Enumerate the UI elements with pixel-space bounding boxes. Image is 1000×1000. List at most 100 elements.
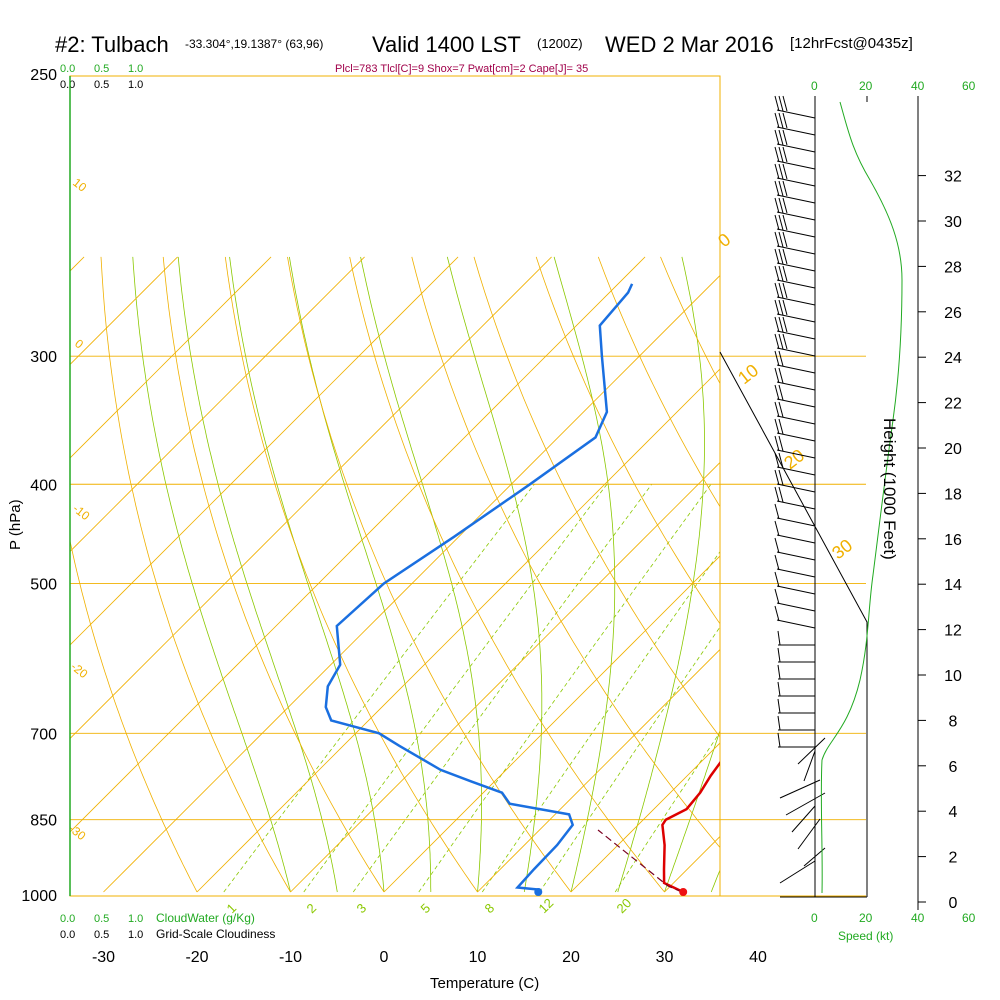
isotherm-line bbox=[477, 648, 720, 893]
temperature-tick-label: 10 bbox=[469, 949, 487, 966]
speed-unit-label: Speed (kt) bbox=[838, 929, 893, 943]
isotherm-line bbox=[103, 274, 720, 893]
wind-barb bbox=[774, 503, 816, 527]
dry-adiabat-line bbox=[473, 256, 720, 738]
wind-speed-panel bbox=[719, 95, 868, 898]
mixing-ratio-label: 2 bbox=[304, 900, 320, 916]
mixing-ratio-line bbox=[303, 484, 608, 893]
isotherm-line bbox=[70, 256, 646, 833]
wind-barb bbox=[777, 698, 815, 714]
cloud-bottom-green-2: 1.0 bbox=[128, 913, 143, 925]
isotherm-label: 0 bbox=[72, 336, 86, 351]
wind-barb bbox=[774, 520, 816, 544]
mixing-ratio-label: 12 bbox=[536, 895, 557, 916]
wind-barb bbox=[774, 316, 816, 340]
height-tick-label: 2 bbox=[949, 850, 958, 867]
wind-barb bbox=[797, 818, 821, 850]
speed-top-0: 0 bbox=[811, 79, 818, 93]
zulu-time: (1200Z) bbox=[537, 36, 583, 51]
moist-adiabat-line bbox=[617, 256, 705, 893]
cloud-top-black-2: 1.0 bbox=[128, 79, 143, 91]
isotherm-label: 10 bbox=[734, 360, 762, 388]
dry-adiabat-line bbox=[70, 538, 198, 893]
wind-barb bbox=[774, 231, 816, 255]
wind-barb bbox=[774, 418, 816, 442]
wind-barb bbox=[774, 282, 816, 306]
height-tick-label: 26 bbox=[944, 305, 962, 322]
wind-barb bbox=[774, 163, 816, 187]
wind-barb bbox=[774, 146, 816, 170]
wind-barb bbox=[774, 248, 816, 272]
moist-adiabat-line bbox=[664, 729, 720, 893]
cloud-top-green-1: 0.5 bbox=[94, 63, 109, 75]
height-tick-label: 8 bbox=[949, 713, 958, 730]
wind-barb bbox=[777, 664, 815, 680]
temperature-line bbox=[661, 760, 720, 894]
speed-top-40: 40 bbox=[911, 79, 925, 93]
cloud-top-green-0: 0.0 bbox=[60, 63, 75, 75]
speed-bottom-0: 0 bbox=[811, 911, 818, 925]
wind-barb bbox=[774, 571, 816, 595]
dry-adiabat-line bbox=[785, 257, 1000, 892]
surface-dewpoint-marker bbox=[534, 888, 543, 896]
height-tick-label: 16 bbox=[944, 532, 962, 549]
dry-adiabat-line bbox=[535, 256, 720, 625]
wind-barb bbox=[797, 737, 826, 765]
cloud-top-black-1: 0.5 bbox=[94, 79, 109, 91]
dry-adiabat-line bbox=[224, 256, 478, 893]
wind-barb bbox=[774, 265, 816, 289]
mixing-ratio-label: 8 bbox=[482, 900, 498, 916]
wind-barb bbox=[774, 197, 816, 221]
wind-barb bbox=[779, 779, 821, 799]
dry-adiabat-line bbox=[971, 257, 1000, 892]
isotherm-line bbox=[70, 256, 459, 646]
dry-adiabat-line bbox=[287, 256, 572, 893]
wind-barb bbox=[774, 486, 816, 510]
moist-adiabat-line bbox=[132, 256, 291, 893]
moist-adiabat-line bbox=[177, 256, 338, 893]
isotherm-line bbox=[70, 256, 365, 553]
wind-barb bbox=[774, 469, 816, 493]
speed-top-20: 20 bbox=[859, 79, 873, 93]
wind-barb bbox=[803, 750, 816, 782]
speed-labels: 0 20 40 60 0 20 40 60 Speed (kt) bbox=[811, 79, 976, 943]
isotherm-line bbox=[70, 256, 178, 366]
isotherm-line bbox=[196, 368, 720, 893]
pressure-tick-label: 850 bbox=[30, 813, 57, 830]
wind-barb bbox=[774, 350, 816, 374]
moist-adiabat-line bbox=[710, 868, 720, 893]
pressure-tick-label: 300 bbox=[30, 349, 57, 366]
wind-barb bbox=[774, 129, 816, 153]
cloud-scale-top: 0.0 0.5 1.0 0.0 0.5 1.0 bbox=[60, 63, 143, 91]
height-tick-label: 30 bbox=[944, 214, 962, 231]
isotherm-label: -20 bbox=[68, 659, 91, 681]
moist-adiabat-line bbox=[360, 256, 483, 893]
height-tick-label: 14 bbox=[944, 577, 962, 594]
moist-adiabat-line bbox=[229, 256, 385, 893]
moist-adiabat-line bbox=[289, 256, 432, 892]
mixing-ratio-label: 20 bbox=[614, 895, 635, 916]
valid-time: Valid 1400 LST bbox=[372, 32, 521, 57]
mixing-ratio-lines bbox=[223, 484, 720, 893]
cloudiness-label: Grid-Scale Cloudiness bbox=[156, 927, 275, 941]
wind-barb bbox=[774, 180, 816, 204]
isotherm-line bbox=[570, 742, 720, 893]
moist-adiabat-line bbox=[553, 256, 616, 893]
moist-adiabat-line bbox=[758, 257, 1000, 892]
tropopause-boundary-line bbox=[719, 351, 868, 897]
dry-adiabat-line bbox=[100, 256, 291, 893]
speed-bottom-20: 20 bbox=[859, 911, 873, 925]
pressure-tick-label: 250 bbox=[30, 67, 57, 84]
wind-barb bbox=[774, 401, 816, 425]
wind-barb bbox=[774, 588, 816, 612]
mixing-ratio-line bbox=[418, 484, 712, 893]
speed-top-60: 60 bbox=[962, 79, 976, 93]
wind-barb bbox=[777, 732, 815, 748]
cloud-top-green-2: 1.0 bbox=[128, 63, 143, 75]
temperature-tick-label: -30 bbox=[92, 949, 115, 966]
x-axis-title: Temperature (C) bbox=[430, 975, 539, 992]
wind-barb bbox=[779, 860, 816, 884]
temperature-tick-label: 30 bbox=[656, 949, 674, 966]
wind-barb bbox=[774, 452, 816, 476]
